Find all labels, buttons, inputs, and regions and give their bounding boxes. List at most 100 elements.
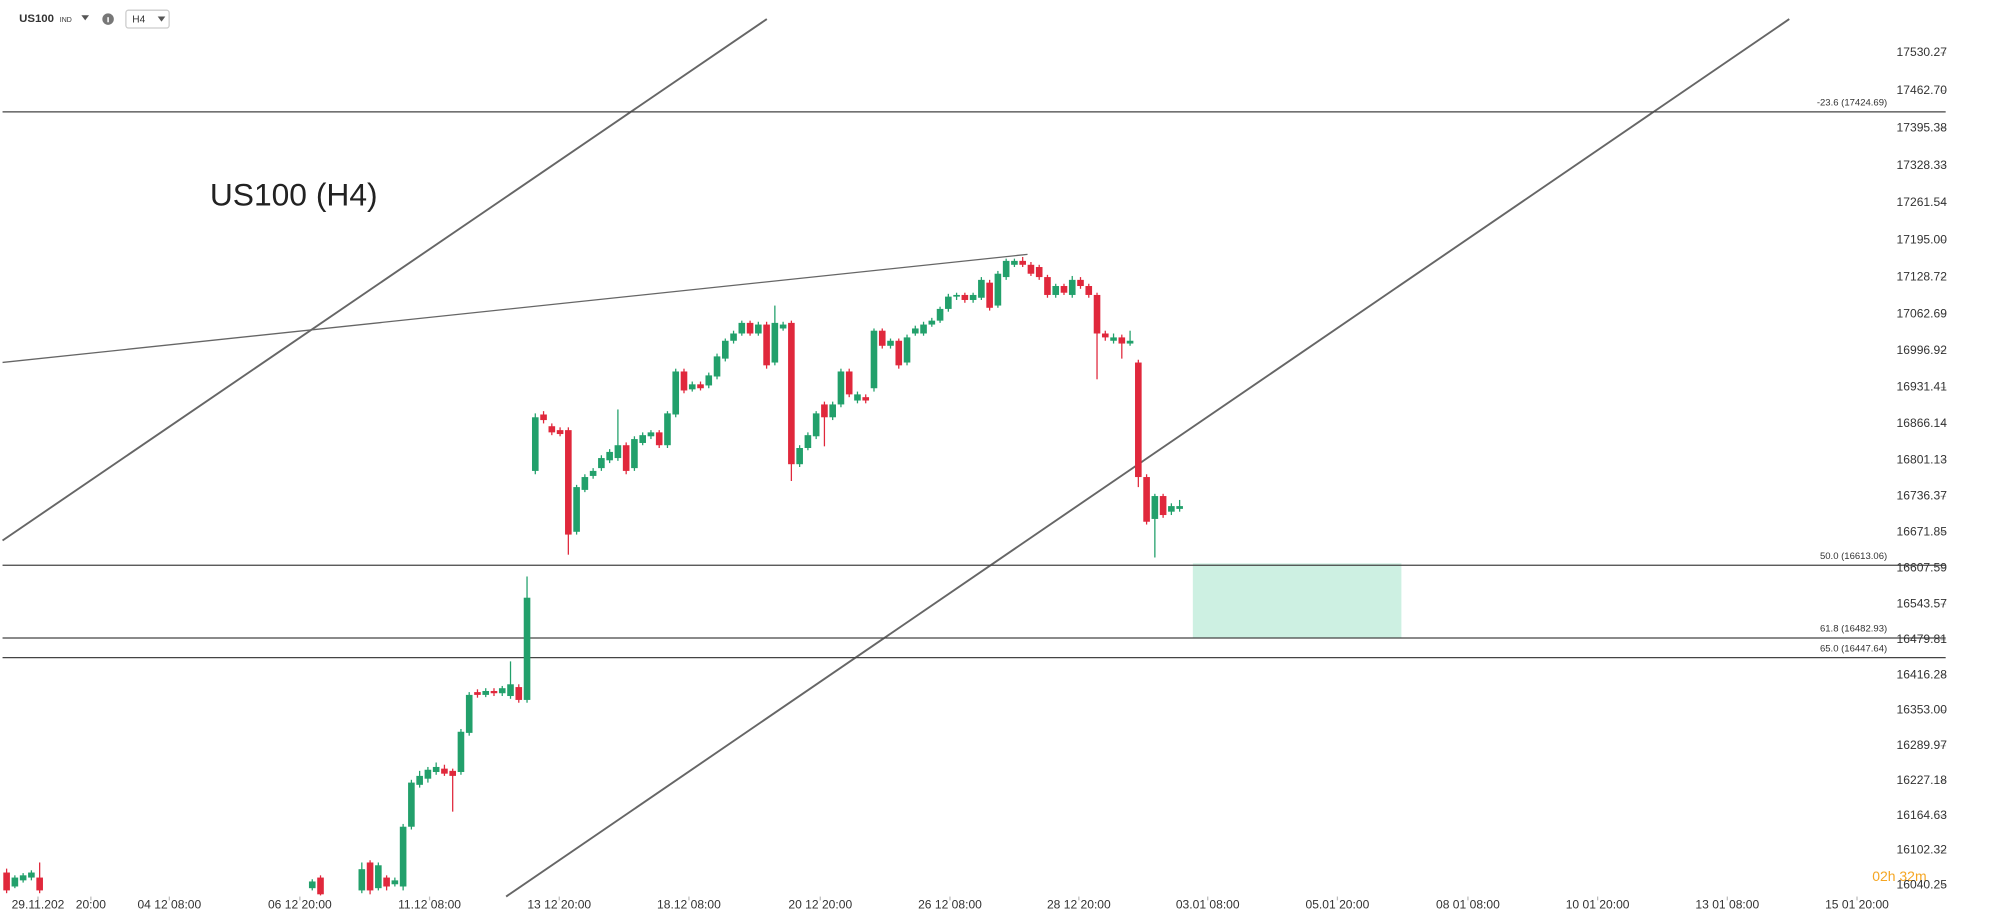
y-tick-label: 16040.25 <box>1897 877 1948 891</box>
candle-body <box>994 273 1002 306</box>
candle-body <box>498 688 506 694</box>
candle-body <box>1027 264 1035 274</box>
candle-body <box>672 371 680 415</box>
y-tick-label: 16996.92 <box>1897 343 1948 357</box>
candle-body <box>763 324 770 366</box>
y-tick-label: 16671.85 <box>1897 525 1948 539</box>
candle-body <box>28 872 35 878</box>
y-tick-label: 16102.32 <box>1897 843 1948 857</box>
x-tick-label: 04 12 08:00 <box>137 898 201 912</box>
candle-body <box>1118 337 1126 344</box>
candle-body <box>928 320 936 325</box>
candle-body <box>432 766 440 772</box>
candle-body <box>680 371 688 391</box>
candle-body <box>375 865 382 889</box>
candle-body <box>308 881 316 889</box>
y-tick-label: 16227.18 <box>1897 773 1948 787</box>
candle-body <box>565 430 572 535</box>
y-tick-label: 16289.97 <box>1897 738 1948 752</box>
candle-body <box>391 880 399 885</box>
candle-body <box>895 340 903 366</box>
candle-body <box>1060 286 1068 293</box>
candle-body <box>1110 337 1117 341</box>
candle-body <box>36 877 43 891</box>
candle-body <box>1159 496 1167 516</box>
candle-body <box>697 384 704 389</box>
y-tick-label: 17261.54 <box>1897 195 1948 209</box>
candle-body <box>705 375 713 386</box>
candle-body <box>540 414 547 421</box>
candle-body <box>730 333 737 341</box>
candle-body <box>507 684 514 697</box>
y-tick-label: 16416.28 <box>1897 667 1948 681</box>
candle-body <box>721 340 729 359</box>
candle-body <box>796 448 803 465</box>
candle-body <box>631 439 638 469</box>
candle-body <box>1002 260 1010 278</box>
y-tick-label: 17195.00 <box>1897 232 1948 246</box>
y-tick-label: 16164.63 <box>1897 808 1948 822</box>
dropdown-caret[interactable] <box>81 15 90 21</box>
candle-body <box>1068 279 1076 295</box>
candle-body <box>788 322 795 465</box>
y-tick-label: 17128.72 <box>1897 269 1948 283</box>
candle-body <box>457 731 465 772</box>
candle-body <box>911 328 919 334</box>
trend-line[interactable] <box>2 18 768 542</box>
candle-body <box>581 477 589 490</box>
candle-body <box>1093 294 1101 334</box>
candle-body <box>482 690 490 695</box>
symbol[interactable]: US100 <box>19 13 54 25</box>
candle-body <box>664 413 671 446</box>
candle-body <box>986 282 993 308</box>
candle-body <box>887 340 894 346</box>
candle-body <box>920 324 927 334</box>
candle-body <box>1143 477 1150 522</box>
timeframe-select[interactable] <box>125 9 170 29</box>
y-tick-label: 16931.41 <box>1897 380 1948 394</box>
candle-body <box>647 432 655 437</box>
candle-body <box>845 371 853 395</box>
target-zone[interactable] <box>1192 563 1402 639</box>
y-tick-label: 16543.57 <box>1897 596 1948 610</box>
candle-body <box>1077 279 1084 287</box>
candle-body <box>755 324 762 334</box>
candle-body <box>408 782 415 827</box>
trend-line[interactable] <box>505 18 1790 898</box>
candle-body <box>746 322 754 334</box>
candle-body <box>449 770 456 776</box>
x-tick-label: 15 01 20:00 <box>1825 898 1889 912</box>
candle-body <box>1011 260 1018 265</box>
candle-body <box>399 826 407 887</box>
candle-body <box>441 768 448 774</box>
candle-body <box>474 692 481 695</box>
candle-body <box>1101 333 1109 338</box>
candle-body <box>870 330 878 389</box>
candle-body <box>1044 277 1051 295</box>
drawings <box>2 18 1790 898</box>
candle-body <box>837 371 845 405</box>
candle-body <box>19 875 27 881</box>
dropdown-caret[interactable] <box>157 16 166 22</box>
candle-body <box>812 413 820 437</box>
candle-body <box>1085 286 1093 295</box>
candle-body <box>1019 260 1026 265</box>
candle-body <box>655 432 663 446</box>
candle-body <box>1151 496 1159 519</box>
candle-body <box>862 397 870 401</box>
candle-body <box>556 430 564 435</box>
y-tick-label: 17462.70 <box>1897 83 1948 97</box>
candle-body <box>1176 506 1183 509</box>
candle-body <box>969 294 977 300</box>
candle-body <box>598 458 605 469</box>
trend-line[interactable] <box>2 253 1028 364</box>
x-tick-label: 03.01 08:00 <box>1176 898 1240 912</box>
candle-body <box>961 294 969 300</box>
timeframe: H4 <box>132 14 145 25</box>
y-tick-label: 16353.00 <box>1897 703 1948 717</box>
y-tick-label: 16736.37 <box>1897 489 1948 503</box>
y-tick-label: 16801.13 <box>1897 452 1948 466</box>
